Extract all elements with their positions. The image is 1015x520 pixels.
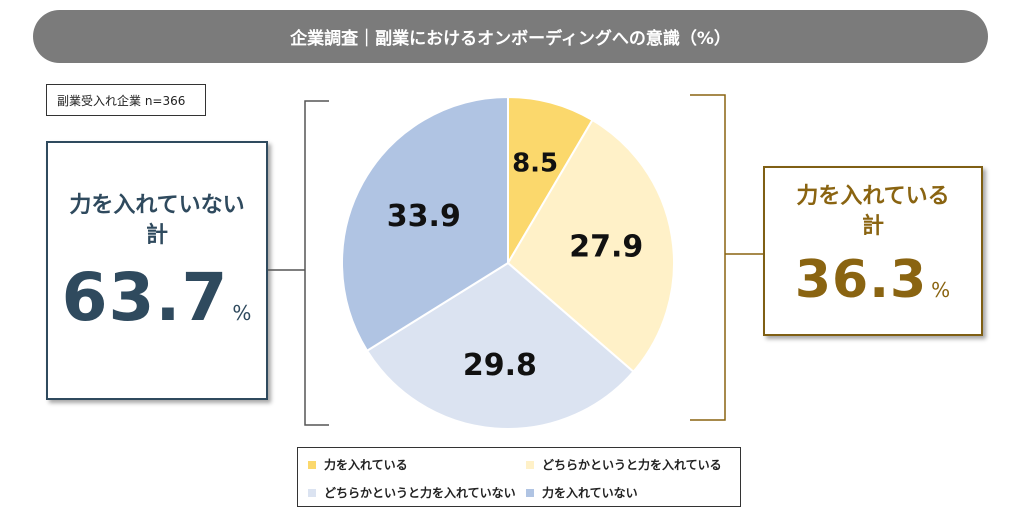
focused-total-box: 力を入れている 計 36.3% xyxy=(763,166,983,336)
sample-size-label: 副業受入れ企業 n=366 xyxy=(46,84,206,116)
focused-total-unit: % xyxy=(931,278,952,302)
pie-slice-1 xyxy=(507,95,594,267)
legend-swatch xyxy=(526,488,534,497)
legend-swatch xyxy=(308,460,316,469)
legend-swatch xyxy=(526,460,534,469)
pie-slice-3 xyxy=(365,261,635,430)
legend-item-focused: 力を入れている xyxy=(308,456,408,473)
not-focused-total-number: 63.7 xyxy=(61,259,229,336)
focused-total-label-line2: 計 xyxy=(861,214,884,239)
chart-legend: 力を入れている どちらかというと力を入れている どちらかというと力を入れていない… xyxy=(297,447,741,507)
legend-label: どちらかというと力を入れている xyxy=(542,458,722,472)
focused-total-number: 36.3 xyxy=(794,250,928,310)
pie-slice-label-3: 29.8 xyxy=(463,348,537,383)
focused-total-label: 力を入れている 計 xyxy=(765,182,981,242)
chart-title: 企業調査｜副業におけるオンボーディングへの意識（%） xyxy=(290,29,731,49)
not-focused-total-label-line1: 力を入れていない xyxy=(69,193,245,218)
legend-label: 力を入れている xyxy=(324,458,408,472)
focused-total-value: 36.3% xyxy=(765,254,981,306)
not-focused-total-box: 力を入れていない 計 63.7% xyxy=(46,141,268,400)
legend-item-somewhat-focused: どちらかというと力を入れている xyxy=(526,456,722,473)
legend-swatch xyxy=(308,488,316,497)
not-focused-total-label-line2: 計 xyxy=(145,223,168,248)
pie-slices xyxy=(341,95,675,430)
pie-slice-labels: 8.5 27.9 29.8 33.9 xyxy=(387,149,644,383)
pie-slice-4 xyxy=(341,95,509,353)
pie-slice-label-2: 27.9 xyxy=(569,229,643,264)
chart-title-bar: 企業調査｜副業におけるオンボーディングへの意識（%） xyxy=(33,10,988,63)
not-focused-total-unit: % xyxy=(232,301,253,325)
pie-slice-label-4: 33.9 xyxy=(387,199,461,234)
pie-slice-2 xyxy=(506,118,675,374)
not-focused-total-label: 力を入れていない 計 xyxy=(48,191,266,251)
not-focused-total-value: 63.7% xyxy=(48,265,266,331)
legend-item-not-focused: 力を入れていない xyxy=(526,484,638,501)
legend-item-somewhat-not-focused: どちらかというと力を入れていない xyxy=(308,484,516,501)
focused-bracket xyxy=(690,94,726,421)
legend-label: どちらかというと力を入れていない xyxy=(324,486,516,500)
pie-slice-label-1: 8.5 xyxy=(512,149,558,179)
focused-total-label-line1: 力を入れている xyxy=(796,184,950,209)
legend-label: 力を入れていない xyxy=(542,486,638,500)
sample-size-text: 副業受入れ企業 n=366 xyxy=(57,93,186,108)
not-focused-bracket xyxy=(304,100,329,426)
